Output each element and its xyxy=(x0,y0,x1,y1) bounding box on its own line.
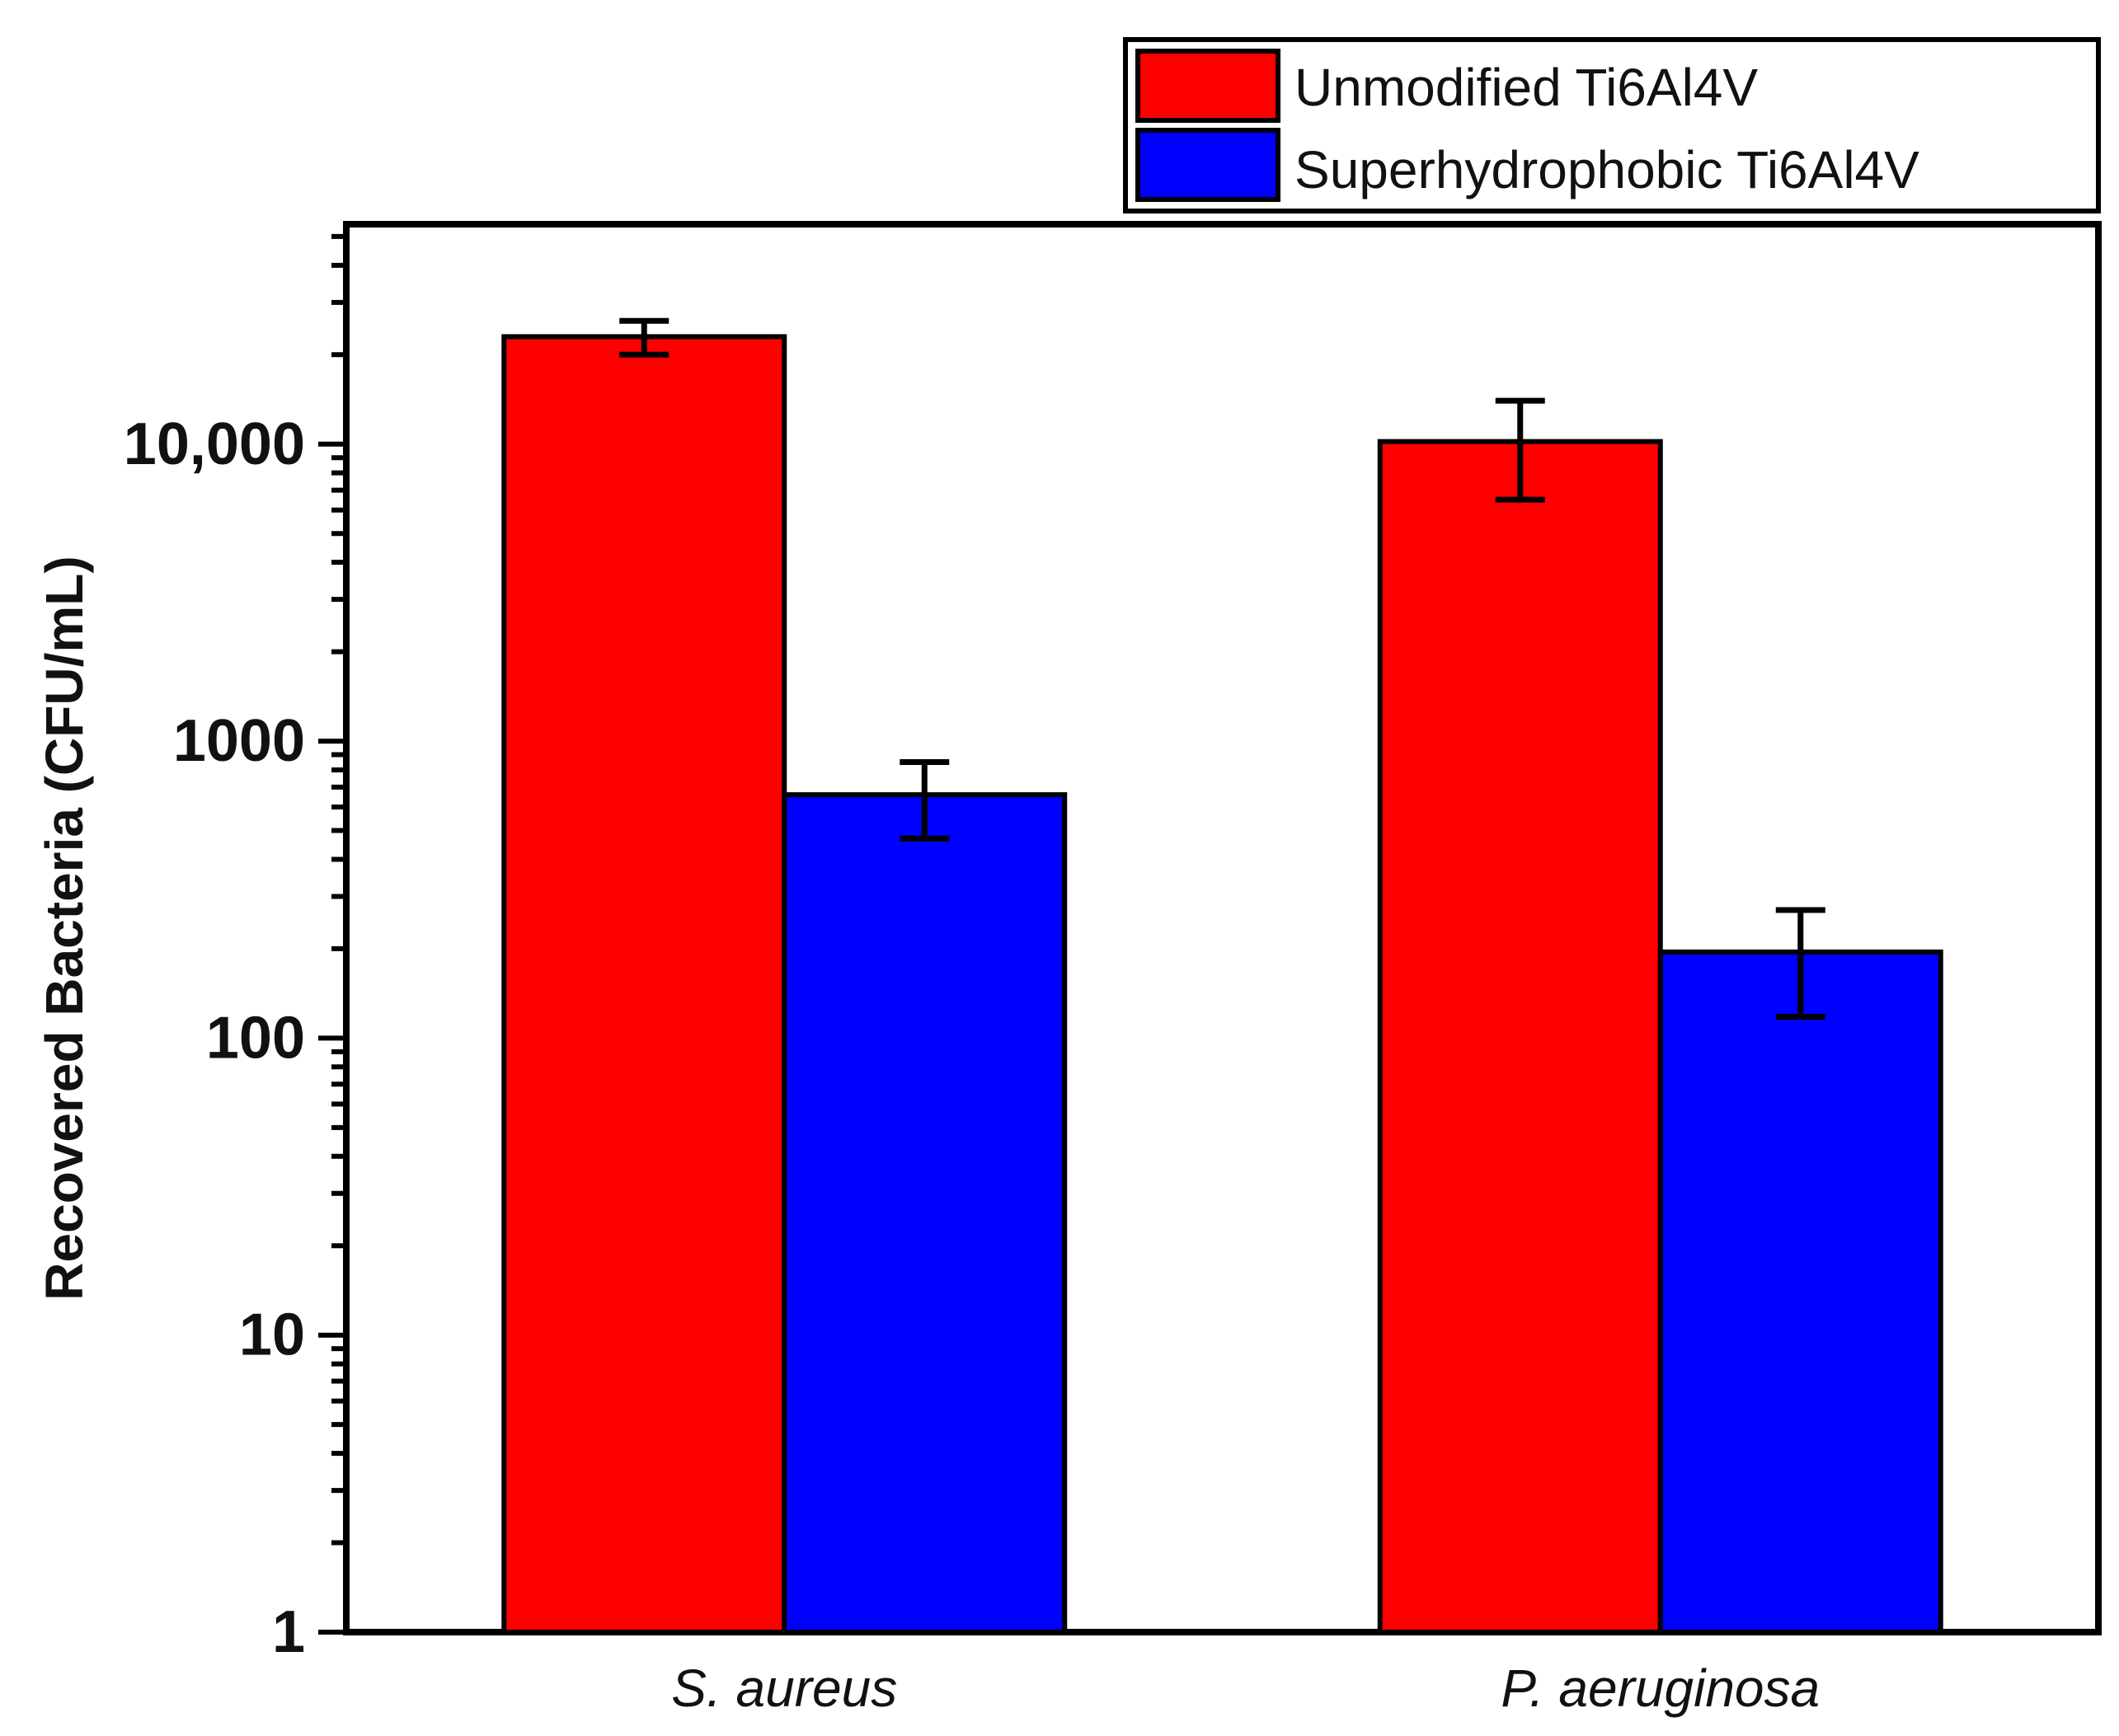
y-tick-label: 1000 xyxy=(173,708,305,774)
legend: Unmodified Ti6Al4V Superhydrophobic Ti6A… xyxy=(1123,37,2101,213)
plot-frame xyxy=(343,221,2102,1635)
legend-label-superhydrophobic: Superhydrophobic Ti6Al4V xyxy=(1294,140,1919,199)
error-bars-group xyxy=(619,317,1825,1020)
plot-border xyxy=(343,221,2102,1635)
y-tick-label: 10 xyxy=(239,1302,305,1368)
bars-group xyxy=(501,334,1943,1635)
legend-box xyxy=(1123,37,2101,213)
bar-unmodified-p-aeruginosa xyxy=(1377,439,1663,1635)
bar-superhydrophobic-s-aureus xyxy=(782,792,1068,1635)
x-category-label: S. aureus xyxy=(671,1659,897,1718)
y-tick-label: 10,000 xyxy=(124,411,305,477)
y-axis-title: Recovered Bacteria (CFU/mL) xyxy=(35,556,94,1300)
y-tick-label: 1 xyxy=(272,1599,305,1665)
legend-swatch-superhydrophobic xyxy=(1135,128,1280,202)
y-axis: 1 10 100 1000 10,000 xyxy=(124,233,346,1665)
x-axis-labels: S. aureus P. aeruginosa xyxy=(671,1659,1820,1718)
legend-swatch-unmodified xyxy=(1135,49,1280,123)
x-category-label: P. aeruginosa xyxy=(1501,1659,1820,1718)
bar-superhydrophobic-p-aeruginosa xyxy=(1657,949,1943,1635)
bar-unmodified-s-aureus xyxy=(501,334,787,1635)
legend-label-unmodified: Unmodified Ti6Al4V xyxy=(1294,58,1758,117)
y-tick-label: 100 xyxy=(206,1005,305,1071)
